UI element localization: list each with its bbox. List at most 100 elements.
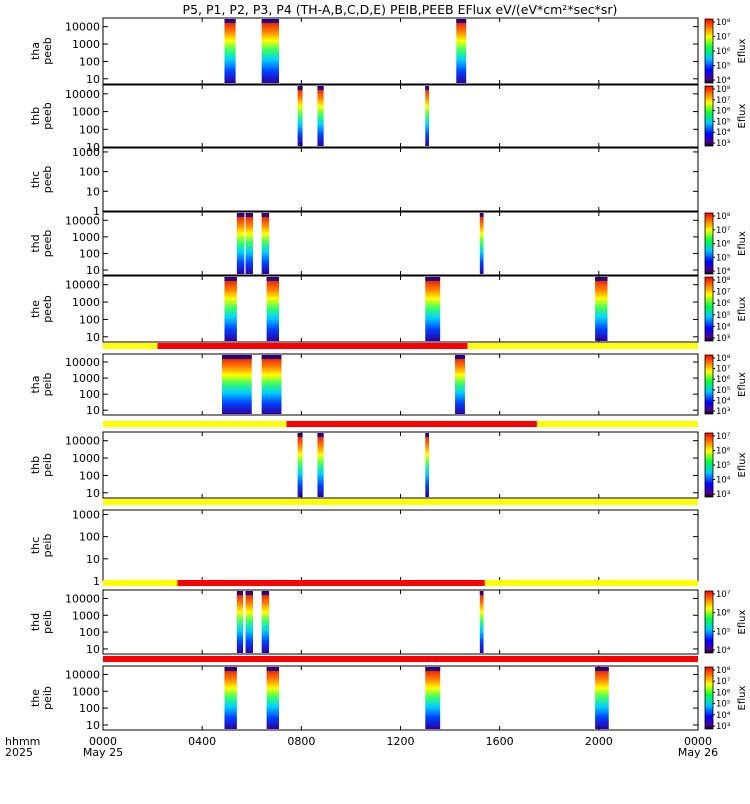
colorbar-tick-label: 10⁸	[716, 18, 731, 28]
colorbar-tick-label: 10⁷	[716, 677, 731, 687]
y-tick-label: 1000	[72, 106, 100, 119]
colorbar-tick-label: 10⁵	[716, 117, 730, 127]
panel-frame	[102, 211, 699, 276]
colorbar-label: Eflux	[737, 372, 748, 397]
panel-thd-peib: 10 100 1000 10000 thdpeib 10⁴ 10⁵ 10⁶ 10⁷ Eflux	[29, 589, 748, 656]
time-tick-label: 1200	[387, 735, 415, 748]
data-block	[425, 86, 430, 146]
data-block-cap	[266, 277, 280, 281]
colorbar	[704, 18, 714, 84]
y-tick-label: 100	[79, 55, 100, 68]
y-tick-label: 1000	[72, 452, 100, 465]
y-tick-label: 10000	[65, 279, 100, 292]
y-label-probe: thd	[29, 234, 42, 252]
y-axis-label: thcpeeb	[29, 166, 54, 194]
data-block	[245, 591, 253, 653]
y-tick-label: 100	[79, 702, 100, 715]
colorbar-tick-label: 10³	[716, 139, 730, 149]
status-bar	[103, 656, 698, 662]
data-block	[479, 591, 484, 653]
data-block	[261, 355, 282, 414]
panel-thd-peeb: 10 100 1000 10000 thdpeeb 10⁴ 10⁵ 10⁶ 10⁷ 10⁸ Eflu…	[29, 211, 748, 277]
y-label-probe: tha	[29, 42, 42, 60]
y-tick-label: 1000	[72, 146, 100, 159]
data-block	[266, 277, 280, 341]
data-block-cap	[224, 277, 237, 281]
colorbar-tick-label: 10⁵	[716, 62, 730, 72]
data-block-cap	[236, 213, 245, 217]
data-block-cap	[425, 667, 441, 671]
colorbar	[704, 276, 714, 342]
colorbar-tick-label: 10⁵	[716, 461, 730, 471]
colorbar-tick-label: 10⁴	[716, 646, 731, 656]
y-tick-label: 10000	[65, 21, 100, 34]
y-axis-label: thepeeb	[29, 295, 54, 323]
data-block-cap	[456, 19, 467, 23]
data-block	[425, 667, 441, 729]
y-tick-label: 100	[79, 388, 100, 401]
data-block	[261, 591, 270, 653]
data-block	[245, 213, 253, 274]
data-block	[297, 86, 303, 146]
colorbar-label: Eflux	[737, 685, 748, 710]
data-block-cap	[317, 433, 324, 437]
y-tick-label: 1000	[72, 508, 100, 521]
data-block	[455, 355, 465, 414]
y-label-probe: the	[29, 300, 42, 318]
colorbar-tick-label: 10⁶	[716, 107, 731, 117]
colorbar-tick-label: 10⁶	[716, 688, 731, 698]
colorbar-tick-label: 10⁷	[716, 365, 731, 375]
status-bar	[103, 343, 698, 349]
status-bar-red	[103, 656, 698, 662]
colorbar-label: Eflux	[737, 452, 748, 477]
y-label-inst: peeb	[41, 37, 54, 65]
panel-frame	[102, 17, 699, 85]
time-tick-date: May 25	[83, 746, 123, 759]
colorbar-tick-label: 10⁵	[716, 253, 730, 263]
colorbar-tick-label: 10⁴	[716, 128, 731, 138]
colorbar-tick-label: 10⁶	[716, 375, 731, 385]
y-axis-label: thapeeb	[29, 37, 54, 65]
status-bar-red	[177, 580, 485, 586]
y-label-inst: peib	[41, 534, 54, 558]
data-block-cap	[479, 591, 484, 595]
colorbar-tick-label: 10³	[716, 490, 730, 500]
time-tick-label: 2000	[585, 735, 613, 748]
y-tick-label: 1	[93, 575, 100, 588]
panel-frame	[102, 589, 699, 655]
colorbar-tick-label: 10⁶	[716, 447, 731, 457]
data-block-cap	[425, 277, 441, 281]
time-tick-label: 0000	[89, 735, 117, 748]
y-label-inst: peeb	[41, 166, 54, 194]
status-bar	[103, 499, 698, 505]
colorbar-tick-label: 10⁵	[716, 386, 730, 396]
data-block-cap	[425, 433, 430, 437]
y-tick-label: 10000	[65, 668, 100, 681]
status-bar-red	[157, 343, 468, 349]
y-label-probe: the	[29, 689, 42, 707]
y-tick-label: 10	[86, 553, 100, 566]
y-tick-label: 10000	[65, 356, 100, 369]
data-block-cap	[595, 667, 609, 671]
data-block-cap	[455, 355, 465, 359]
y-axis-label: thbpeib	[29, 453, 54, 477]
data-block	[456, 19, 467, 83]
y-label-inst: peeb	[41, 102, 54, 130]
data-block-cap	[222, 355, 252, 359]
colorbar	[704, 432, 714, 498]
colorbar-tick-label: 10⁸	[716, 354, 731, 364]
y-axis-label: thapeib	[29, 373, 54, 397]
colorbar-label: Eflux	[737, 296, 748, 321]
data-block	[297, 433, 303, 497]
data-block-cap	[261, 591, 270, 595]
y-tick-label: 10000	[65, 592, 100, 605]
colorbar-label: Eflux	[737, 38, 748, 63]
colorbar-tick-label: 10⁷	[716, 288, 731, 298]
y-label-inst: peeb	[41, 230, 54, 258]
data-block	[222, 355, 252, 414]
colorbar-tick-label: 10⁴	[716, 396, 731, 406]
colorbar-tick-label: 10⁸	[716, 276, 731, 286]
colorbar-label: Eflux	[737, 609, 748, 634]
